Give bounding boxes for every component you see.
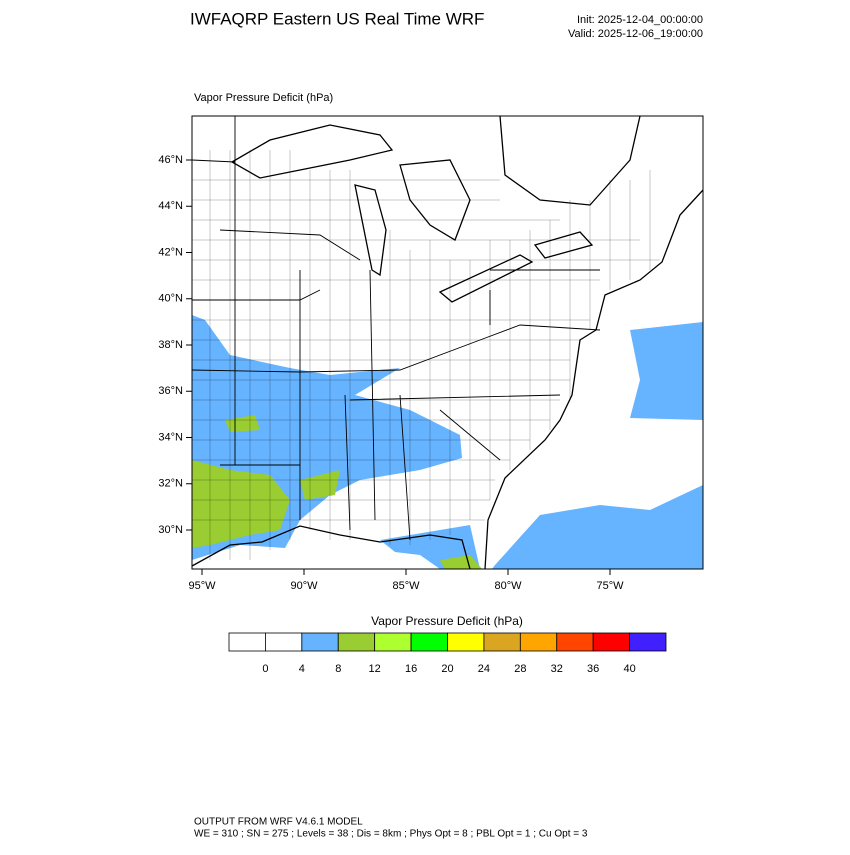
lat-label: 38°N — [158, 339, 183, 351]
lat-label: 40°N — [158, 293, 183, 305]
title: IWFAQRP Eastern US Real Time WRF — [190, 9, 484, 28]
lat-label: 42°N — [158, 246, 183, 258]
map-subtitle: Vapor Pressure Deficit (hPa) — [194, 92, 333, 104]
county-lines — [192, 150, 660, 560]
lat-label: 44°N — [158, 200, 183, 212]
lat-label: 36°N — [158, 385, 183, 397]
map — [191, 115, 704, 570]
colorbar-tick-label: 28 — [514, 663, 526, 675]
valid-time: Valid: 2025-12-06_19:00:00 — [568, 28, 703, 40]
colorbar-tick-label: 24 — [478, 663, 490, 675]
shading — [630, 322, 703, 420]
colorbar-tick-label: 4 — [299, 663, 305, 675]
colorbar-box — [337, 632, 376, 652]
colorbar-tick-label: 20 — [441, 663, 453, 675]
lon-label: 75°W — [596, 580, 624, 592]
colorbar-tick-label: 36 — [587, 663, 599, 675]
colorbar-box — [228, 632, 266, 652]
lon-label: 95°W — [188, 580, 216, 592]
init-time: Init: 2025-12-04_00:00:00 — [577, 14, 703, 26]
colorbar-label: Vapor Pressure Deficit (hPa) — [371, 614, 523, 628]
colorbar-box — [629, 632, 667, 652]
colorbar-tick-label: 32 — [551, 663, 563, 675]
colorbar-box — [592, 632, 630, 652]
footer-line: WE = 310 ; SN = 275 ; Levels = 38 ; Dis … — [194, 829, 588, 840]
lon-label: 85°W — [392, 580, 420, 592]
shading — [492, 485, 703, 569]
lat-label: 30°N — [158, 524, 183, 536]
lat-label: 34°N — [158, 431, 183, 443]
colorbar-tick-label: 0 — [262, 663, 268, 675]
colorbar-tick-label: 12 — [369, 663, 381, 675]
shading — [225, 415, 482, 569]
map-frame — [191, 115, 704, 570]
lat-label: 46°N — [158, 154, 183, 166]
lon-label: 80°W — [494, 580, 522, 592]
colorbar-box — [265, 632, 303, 652]
colorbar-box — [410, 632, 448, 652]
colorbar-box — [556, 632, 594, 652]
colorbar-box — [374, 632, 412, 652]
colorbar-box — [447, 632, 485, 652]
colorbar-box — [483, 632, 521, 652]
shading — [192, 460, 290, 548]
colorbar-box — [519, 632, 558, 652]
lon-label: 90°W — [290, 580, 318, 592]
colorbar-tick-label: 16 — [405, 663, 417, 675]
footer-line: OUTPUT FROM WRF V4.6.1 MODEL — [194, 817, 363, 828]
colorbar-tick-label: 8 — [335, 663, 341, 675]
colorbar-tick-label: 40 — [623, 663, 635, 675]
lat-label: 32°N — [158, 478, 183, 490]
colorbar-box — [301, 632, 339, 652]
